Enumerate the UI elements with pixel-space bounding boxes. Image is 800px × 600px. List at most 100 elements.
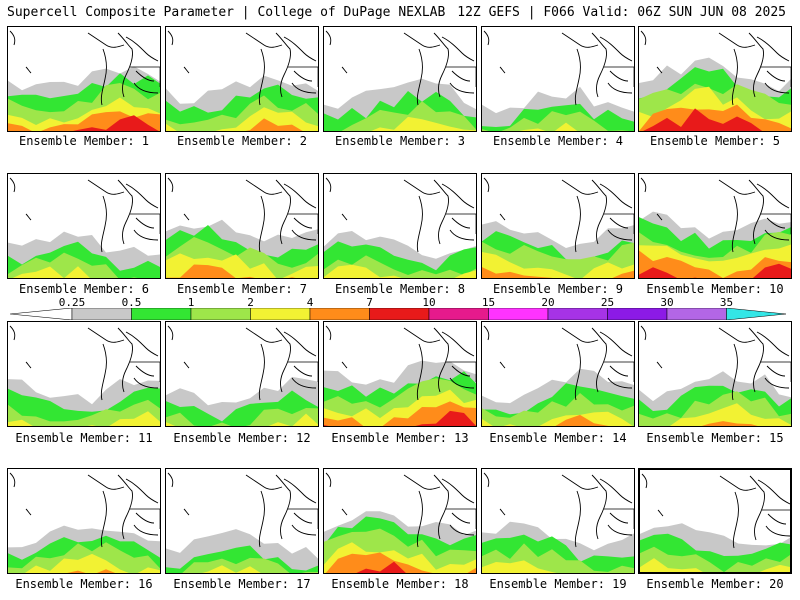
ensemble-member-map: [323, 321, 477, 427]
ensemble-member-map: [7, 321, 161, 427]
scp-field: [324, 30, 476, 131]
colorbar-segment: [666, 308, 727, 320]
scp-contour-4: [639, 250, 791, 278]
great-lakes-coastline: [9, 30, 159, 106]
colorbar: [10, 308, 787, 320]
great-lakes-coastline: [640, 325, 790, 401]
border-line: [761, 66, 791, 87]
colorbar-tick-label: 20: [541, 296, 555, 309]
scp-contour-3: [482, 411, 633, 426]
great-lakes-coastline: [325, 325, 475, 401]
border-line: [130, 508, 160, 529]
border-line: [130, 66, 160, 87]
scp-contour-4: [324, 401, 476, 426]
ensemble-member-label: Ensemble Member: 11: [15, 431, 153, 445]
scp-contour-3: [371, 116, 476, 131]
scp-contour-5: [356, 561, 406, 573]
ensemble-member-label: Ensemble Member: 18: [331, 577, 469, 591]
great-lakes-coastline: [640, 30, 790, 106]
page-title: Supercell Composite Parameter | College …: [7, 5, 446, 20]
ensemble-member-label: Ensemble Member: 1: [18, 134, 150, 148]
colorbar-tick-label: 0.5: [121, 296, 142, 309]
great-lakes-coastline: [325, 472, 475, 548]
border-line: [288, 213, 318, 234]
scp-contour-3: [482, 560, 557, 573]
scp-contour-3: [519, 122, 578, 131]
scp-contour-3: [482, 252, 634, 278]
scp-contour-2: [482, 111, 630, 131]
ensemble-member-label: Ensemble Member: 2: [176, 134, 308, 148]
ensemble-member-label: Ensemble Member: 16: [15, 577, 153, 591]
border-line: [604, 361, 634, 382]
ensemble-member-label: Ensemble Member: 15: [646, 431, 784, 445]
great-lakes-coastline: [9, 472, 159, 548]
ensemble-member-map: [481, 26, 635, 132]
great-lakes-coastline: [167, 177, 317, 253]
border-line: [761, 213, 791, 234]
border-line: [761, 361, 791, 382]
colorbar-tick-label: 15: [481, 296, 496, 309]
scp-field: [8, 325, 160, 426]
border-line: [446, 361, 476, 382]
ensemble-member-label: Ensemble Member: 6: [18, 282, 150, 296]
scp-contour-4: [701, 421, 758, 426]
scp-contour-3: [324, 264, 476, 278]
ensemble-member-label: Ensemble Member: 13: [331, 431, 469, 445]
great-lakes-coastline: [325, 30, 475, 106]
scp-field: [8, 472, 160, 573]
ensemble-member-label: Ensemble Member: 10: [646, 282, 784, 296]
great-lakes-coastline: [483, 30, 633, 106]
ensemble-member-label: Ensemble Member: 8: [334, 282, 466, 296]
colorbar-tick-label: 25: [600, 296, 615, 309]
scp-contour-4: [482, 267, 634, 278]
scp-field: [166, 325, 318, 426]
scp-field: [8, 30, 160, 131]
ensemble-member-map: [165, 26, 319, 132]
scp-contour-3: [166, 413, 318, 426]
scp-field: [482, 177, 634, 278]
ensemble-member-map: [165, 173, 319, 279]
scp-field: [482, 30, 634, 131]
scp-field: [639, 30, 791, 131]
ensemble-member-label: Ensemble Member: 19: [489, 577, 627, 591]
ensemble-member-map: [481, 321, 635, 427]
great-lakes-coastline: [9, 177, 159, 253]
ensemble-member-label: Ensemble Member: 12: [173, 431, 311, 445]
border-line: [604, 508, 634, 529]
colorbar-segment: [309, 308, 370, 320]
scp-field: [324, 325, 476, 426]
scp-contour-5: [643, 108, 763, 131]
ensemble-member-map: [638, 468, 792, 574]
ensemble-member-map: [323, 26, 477, 132]
scp-contour-3: [640, 558, 790, 572]
scp-contour-4: [67, 569, 116, 573]
scp-field: [482, 325, 634, 426]
border-line: [446, 66, 476, 87]
scp-contour-4: [639, 104, 791, 131]
border-line: [130, 213, 160, 234]
border-line: [446, 213, 476, 234]
ensemble-member-map: [165, 321, 319, 427]
scp-contour-2: [341, 101, 476, 131]
ensemble-member-map: [323, 173, 477, 279]
ensemble-member-map: [638, 173, 792, 279]
colorbar-tick-label: 1: [187, 296, 195, 309]
ensemble-member-label: Ensemble Member: 9: [492, 282, 624, 296]
colorbar-segment: [71, 308, 132, 320]
scp-contour-2: [166, 408, 318, 426]
border-line: [288, 508, 318, 529]
great-lakes-coastline: [167, 325, 317, 401]
ensemble-member-map: [323, 468, 477, 574]
colorbar-right-arrow: [726, 308, 787, 320]
colorbar-segment: [131, 308, 192, 320]
colorbar-tick-label: 30: [660, 296, 674, 309]
border-line: [446, 508, 476, 529]
scp-contour-3: [202, 565, 261, 573]
border-line: [762, 509, 790, 511]
scp-field: [166, 30, 318, 131]
border-line: [288, 361, 318, 382]
run-valid-time: 12Z GEFS | F066 Valid: 06Z SUN JUN 08 20…: [457, 5, 786, 20]
scp-field: [639, 177, 791, 278]
scp-field: [166, 472, 318, 573]
ensemble-member-label: Ensemble Member: 7: [176, 282, 308, 296]
